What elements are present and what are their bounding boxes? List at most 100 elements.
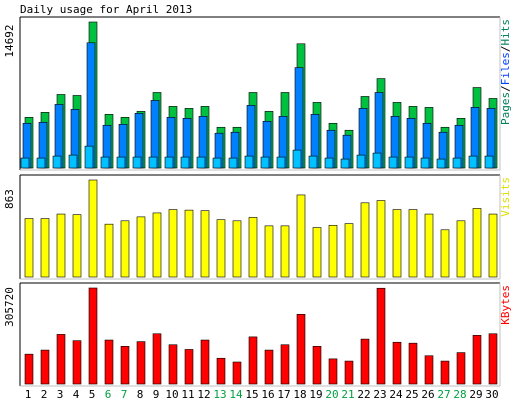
y-axis-series-label-part: / xyxy=(499,46,512,53)
visits-bar xyxy=(24,218,34,278)
kbytes-bar xyxy=(184,349,194,385)
pages-bar xyxy=(260,156,270,169)
x-tick-label: 13 xyxy=(213,388,226,401)
x-tick-label: 10 xyxy=(165,388,178,401)
x-tick-label: 22 xyxy=(357,388,370,401)
x-tick-label: 27 xyxy=(437,388,450,401)
pages-bar xyxy=(436,158,446,169)
pages-bar xyxy=(420,157,430,169)
visits-bar xyxy=(40,218,50,278)
kbytes-bar xyxy=(472,335,482,385)
pages-bar xyxy=(180,156,190,169)
pages-bar xyxy=(388,156,398,169)
x-tick-label: 30 xyxy=(485,388,498,401)
pages-bar xyxy=(308,155,318,169)
kbytes-bar xyxy=(232,361,242,385)
x-axis-day-labels: 1 2 3 4 5 6 7 8 9 10 11 12 13 14 15 16 17 18 19 20 21 22 23 24 2… xyxy=(25,388,499,401)
pages-bar xyxy=(212,157,222,169)
kbytes-bar xyxy=(408,342,418,385)
kbytes-bar xyxy=(136,341,146,385)
x-tick-label: 4 xyxy=(73,388,80,401)
x-tick-label: 6 xyxy=(105,388,112,401)
visits-bar xyxy=(408,209,418,278)
y-axis-series-label-part: Pages xyxy=(499,92,512,125)
pages-bar xyxy=(452,157,462,169)
pages-bar xyxy=(132,156,142,169)
visits-bar xyxy=(344,223,354,278)
pages-bar xyxy=(372,152,382,169)
visits-bar xyxy=(120,220,130,278)
x-tick-label: 1 xyxy=(25,388,32,401)
y-axis-max-label: 305720 xyxy=(3,287,16,327)
x-tick-label: 12 xyxy=(197,388,210,401)
visits-bar xyxy=(72,214,82,278)
kbytes-bar xyxy=(312,346,322,385)
y-axis-max-label: 863 xyxy=(3,189,16,209)
x-tick-label: 16 xyxy=(261,388,274,401)
pages-bar xyxy=(340,158,350,169)
visits-bar xyxy=(296,194,306,278)
pages-bar xyxy=(148,156,158,169)
x-tick-label: 7 xyxy=(121,388,128,401)
visits-bar xyxy=(280,225,290,278)
kbytes-bar xyxy=(344,360,354,385)
kbytes-bar xyxy=(56,334,66,385)
kbytes-bar xyxy=(152,333,162,385)
kbytes-bar xyxy=(216,357,226,385)
pages-bar xyxy=(356,154,366,169)
pages-bar xyxy=(228,157,238,169)
kbytes-bar xyxy=(104,339,114,385)
visits-bar xyxy=(216,219,226,278)
x-tick-label: 25 xyxy=(405,388,418,401)
kbytes-panel: 305720 KBytes xyxy=(3,282,512,387)
visits-axis-label: Visits xyxy=(499,177,512,217)
kbytes-bar xyxy=(40,349,50,385)
y-axis-max-label: 14692 xyxy=(3,24,16,57)
kbytes-bar xyxy=(488,333,498,385)
visits-bar xyxy=(392,209,402,278)
kbytes-bar xyxy=(248,336,258,385)
kbytes-bar xyxy=(88,287,98,385)
visits-panel: 863 Visits xyxy=(3,174,512,280)
pages-bar xyxy=(404,156,414,169)
kbytes-bar xyxy=(200,339,210,385)
kbytes-bar xyxy=(440,360,450,385)
pages-bar xyxy=(84,145,94,169)
pages-bar xyxy=(324,157,334,169)
kbytes-bar xyxy=(264,349,274,385)
x-tick-label: 18 xyxy=(293,388,306,401)
visits-bar xyxy=(424,213,434,278)
x-tick-label: 8 xyxy=(137,388,144,401)
visits-bar xyxy=(488,213,498,278)
x-tick-label: 28 xyxy=(453,388,466,401)
kbytes-bar xyxy=(24,353,34,385)
visits-bar xyxy=(136,216,146,278)
visits-bar xyxy=(360,202,370,278)
pages-bar xyxy=(68,154,78,169)
x-tick-label: 20 xyxy=(325,388,338,401)
kbytes-bar xyxy=(424,355,434,385)
x-tick-label: 3 xyxy=(57,388,64,401)
visits-bar xyxy=(152,212,162,278)
kbytes-bar xyxy=(392,341,402,385)
y-axis-series-label-part: Hits xyxy=(499,19,512,46)
visits-bar xyxy=(168,209,178,278)
kbytes-axis-label: KBytes xyxy=(499,285,512,325)
pages-bar xyxy=(292,149,302,169)
x-tick-label: 11 xyxy=(181,388,194,401)
x-tick-label: 15 xyxy=(245,388,258,401)
y-axis-series-label: Pages/Files/Hits xyxy=(499,19,512,125)
x-tick-label: 9 xyxy=(153,388,160,401)
visits-bar xyxy=(264,225,274,278)
pages-bar xyxy=(244,155,254,169)
pages-bar xyxy=(36,157,46,169)
kbytes-bar xyxy=(72,340,82,385)
x-tick-label: 2 xyxy=(41,388,48,401)
x-tick-label: 14 xyxy=(229,388,243,401)
visits-bar xyxy=(472,208,482,278)
visits-bar xyxy=(104,223,114,278)
kbytes-bar xyxy=(376,287,386,385)
kbytes-bar xyxy=(360,338,370,385)
